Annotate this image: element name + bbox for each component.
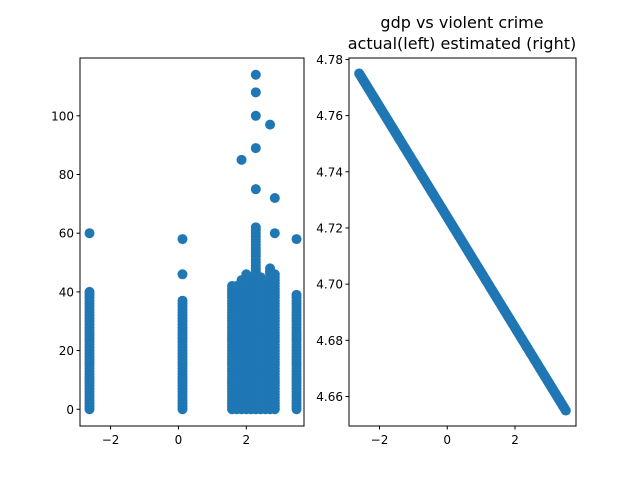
- data-point: [250, 143, 261, 154]
- y-tick-label: 40: [59, 285, 74, 299]
- data-point: [269, 192, 280, 203]
- y-tick-label: 0: [66, 403, 74, 417]
- left-axes-frame: [79, 57, 305, 427]
- x-tick-label: −2: [102, 433, 120, 447]
- data-point: [84, 286, 95, 297]
- data-point: [250, 69, 261, 80]
- right-title-line-1: gdp vs violent crime: [380, 13, 543, 32]
- data-point: [250, 87, 261, 98]
- right-points: [354, 68, 571, 416]
- y-tick-label: 20: [59, 344, 74, 358]
- left-points: [84, 69, 302, 415]
- y-tick-label: 60: [59, 227, 74, 241]
- data-point: [255, 272, 266, 283]
- right-axes-frame: [348, 57, 577, 427]
- data-point: [241, 269, 252, 280]
- right-title-line-2: actual(left) estimated (right): [348, 34, 576, 53]
- y-tick-label: 4.70: [316, 278, 343, 292]
- right-xticks: −2 0 2: [371, 426, 519, 447]
- data-point: [236, 154, 247, 165]
- data-point: [291, 289, 302, 300]
- y-tick-label: 4.66: [316, 390, 343, 404]
- y-tick-label: 4.76: [316, 109, 343, 123]
- y-tick-label: 4.74: [316, 165, 343, 179]
- data-point: [250, 222, 261, 233]
- right-plot: 4.66 4.68 4.70 4.72 4.74 4.76 4.78 −2 0 2 gdp vs…: [316, 13, 577, 447]
- data-point: [265, 119, 276, 130]
- x-tick-label: 2: [242, 433, 250, 447]
- y-tick-label: 4.72: [316, 221, 343, 235]
- data-point: [177, 295, 188, 306]
- left-xticks: −2 0 2: [102, 426, 250, 447]
- data-point: [269, 228, 280, 239]
- right-yticks: 4.66 4.68 4.70 4.72 4.74 4.76 4.78: [316, 53, 349, 404]
- data-point: [250, 184, 261, 195]
- x-tick-label: −2: [371, 433, 389, 447]
- y-tick-label: 4.78: [316, 53, 343, 67]
- y-tick-label: 100: [51, 109, 74, 123]
- data-point: [560, 405, 571, 416]
- data-point: [84, 228, 95, 239]
- x-tick-label: 0: [175, 433, 183, 447]
- x-tick-label: 0: [443, 433, 451, 447]
- data-point: [250, 110, 261, 121]
- data-point: [269, 269, 280, 280]
- y-tick-label: 80: [59, 168, 74, 182]
- data-point: [291, 234, 302, 245]
- left-plot: 0 20 40 60 80 100 −2 0 2: [51, 57, 305, 447]
- y-tick-label: 4.68: [316, 334, 343, 348]
- data-point: [177, 234, 188, 245]
- data-point: [177, 269, 188, 280]
- x-tick-label: 2: [511, 433, 519, 447]
- left-yticks: 0 20 40 60 80 100: [51, 109, 80, 417]
